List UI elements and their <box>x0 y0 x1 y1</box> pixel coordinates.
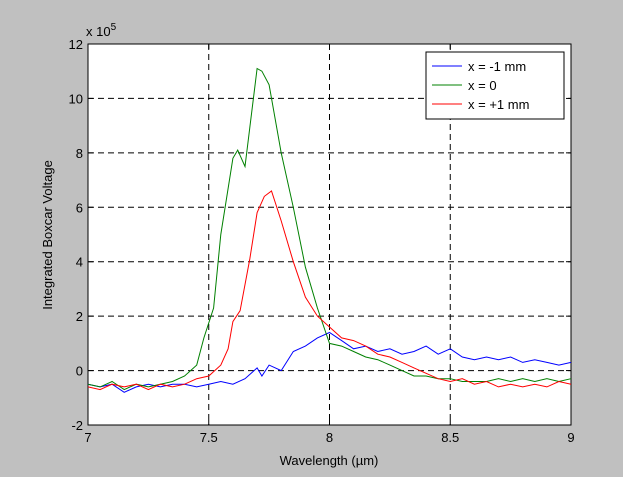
y-tick-label: 10 <box>69 91 83 106</box>
series-group <box>87 67 572 393</box>
y-exponent-power: 5 <box>111 22 117 33</box>
y-tick-label: 2 <box>76 309 83 324</box>
y-exponent-label: x 105 <box>86 22 117 39</box>
legend: x = -1 mm x = 0 x = +1 mm <box>425 51 565 120</box>
y-tick-label: 4 <box>76 255 83 270</box>
x-axis-label: Wavelength (µm) <box>280 453 379 468</box>
y-tick-label: 6 <box>76 200 83 215</box>
y-tick-label: 0 <box>76 364 83 379</box>
y-tick-label: -2 <box>71 418 83 433</box>
y-tick-label: 8 <box>76 146 83 161</box>
legend-label-0: x = -1 mm <box>468 59 526 74</box>
x-tick-label: 8 <box>326 430 333 445</box>
grid <box>88 44 571 425</box>
x-tick-label: 7 <box>84 430 91 445</box>
x-tick-label: 8.5 <box>441 430 459 445</box>
x-tick-label: 7.5 <box>200 430 218 445</box>
y-tick-label: 12 <box>69 37 83 52</box>
x-tick-label: 9 <box>567 430 574 445</box>
legend-label-2: x = +1 mm <box>468 97 529 112</box>
series-line-2 <box>87 190 572 391</box>
y-axis-label: Integrated Boxcar Voltage <box>40 160 55 310</box>
series-line-0 <box>87 331 572 393</box>
legend-label-1: x = 0 <box>468 78 497 93</box>
axis-ticks: 7 7.5 8 8.5 9 -2 0 2 4 6 8 10 12 <box>69 37 575 445</box>
